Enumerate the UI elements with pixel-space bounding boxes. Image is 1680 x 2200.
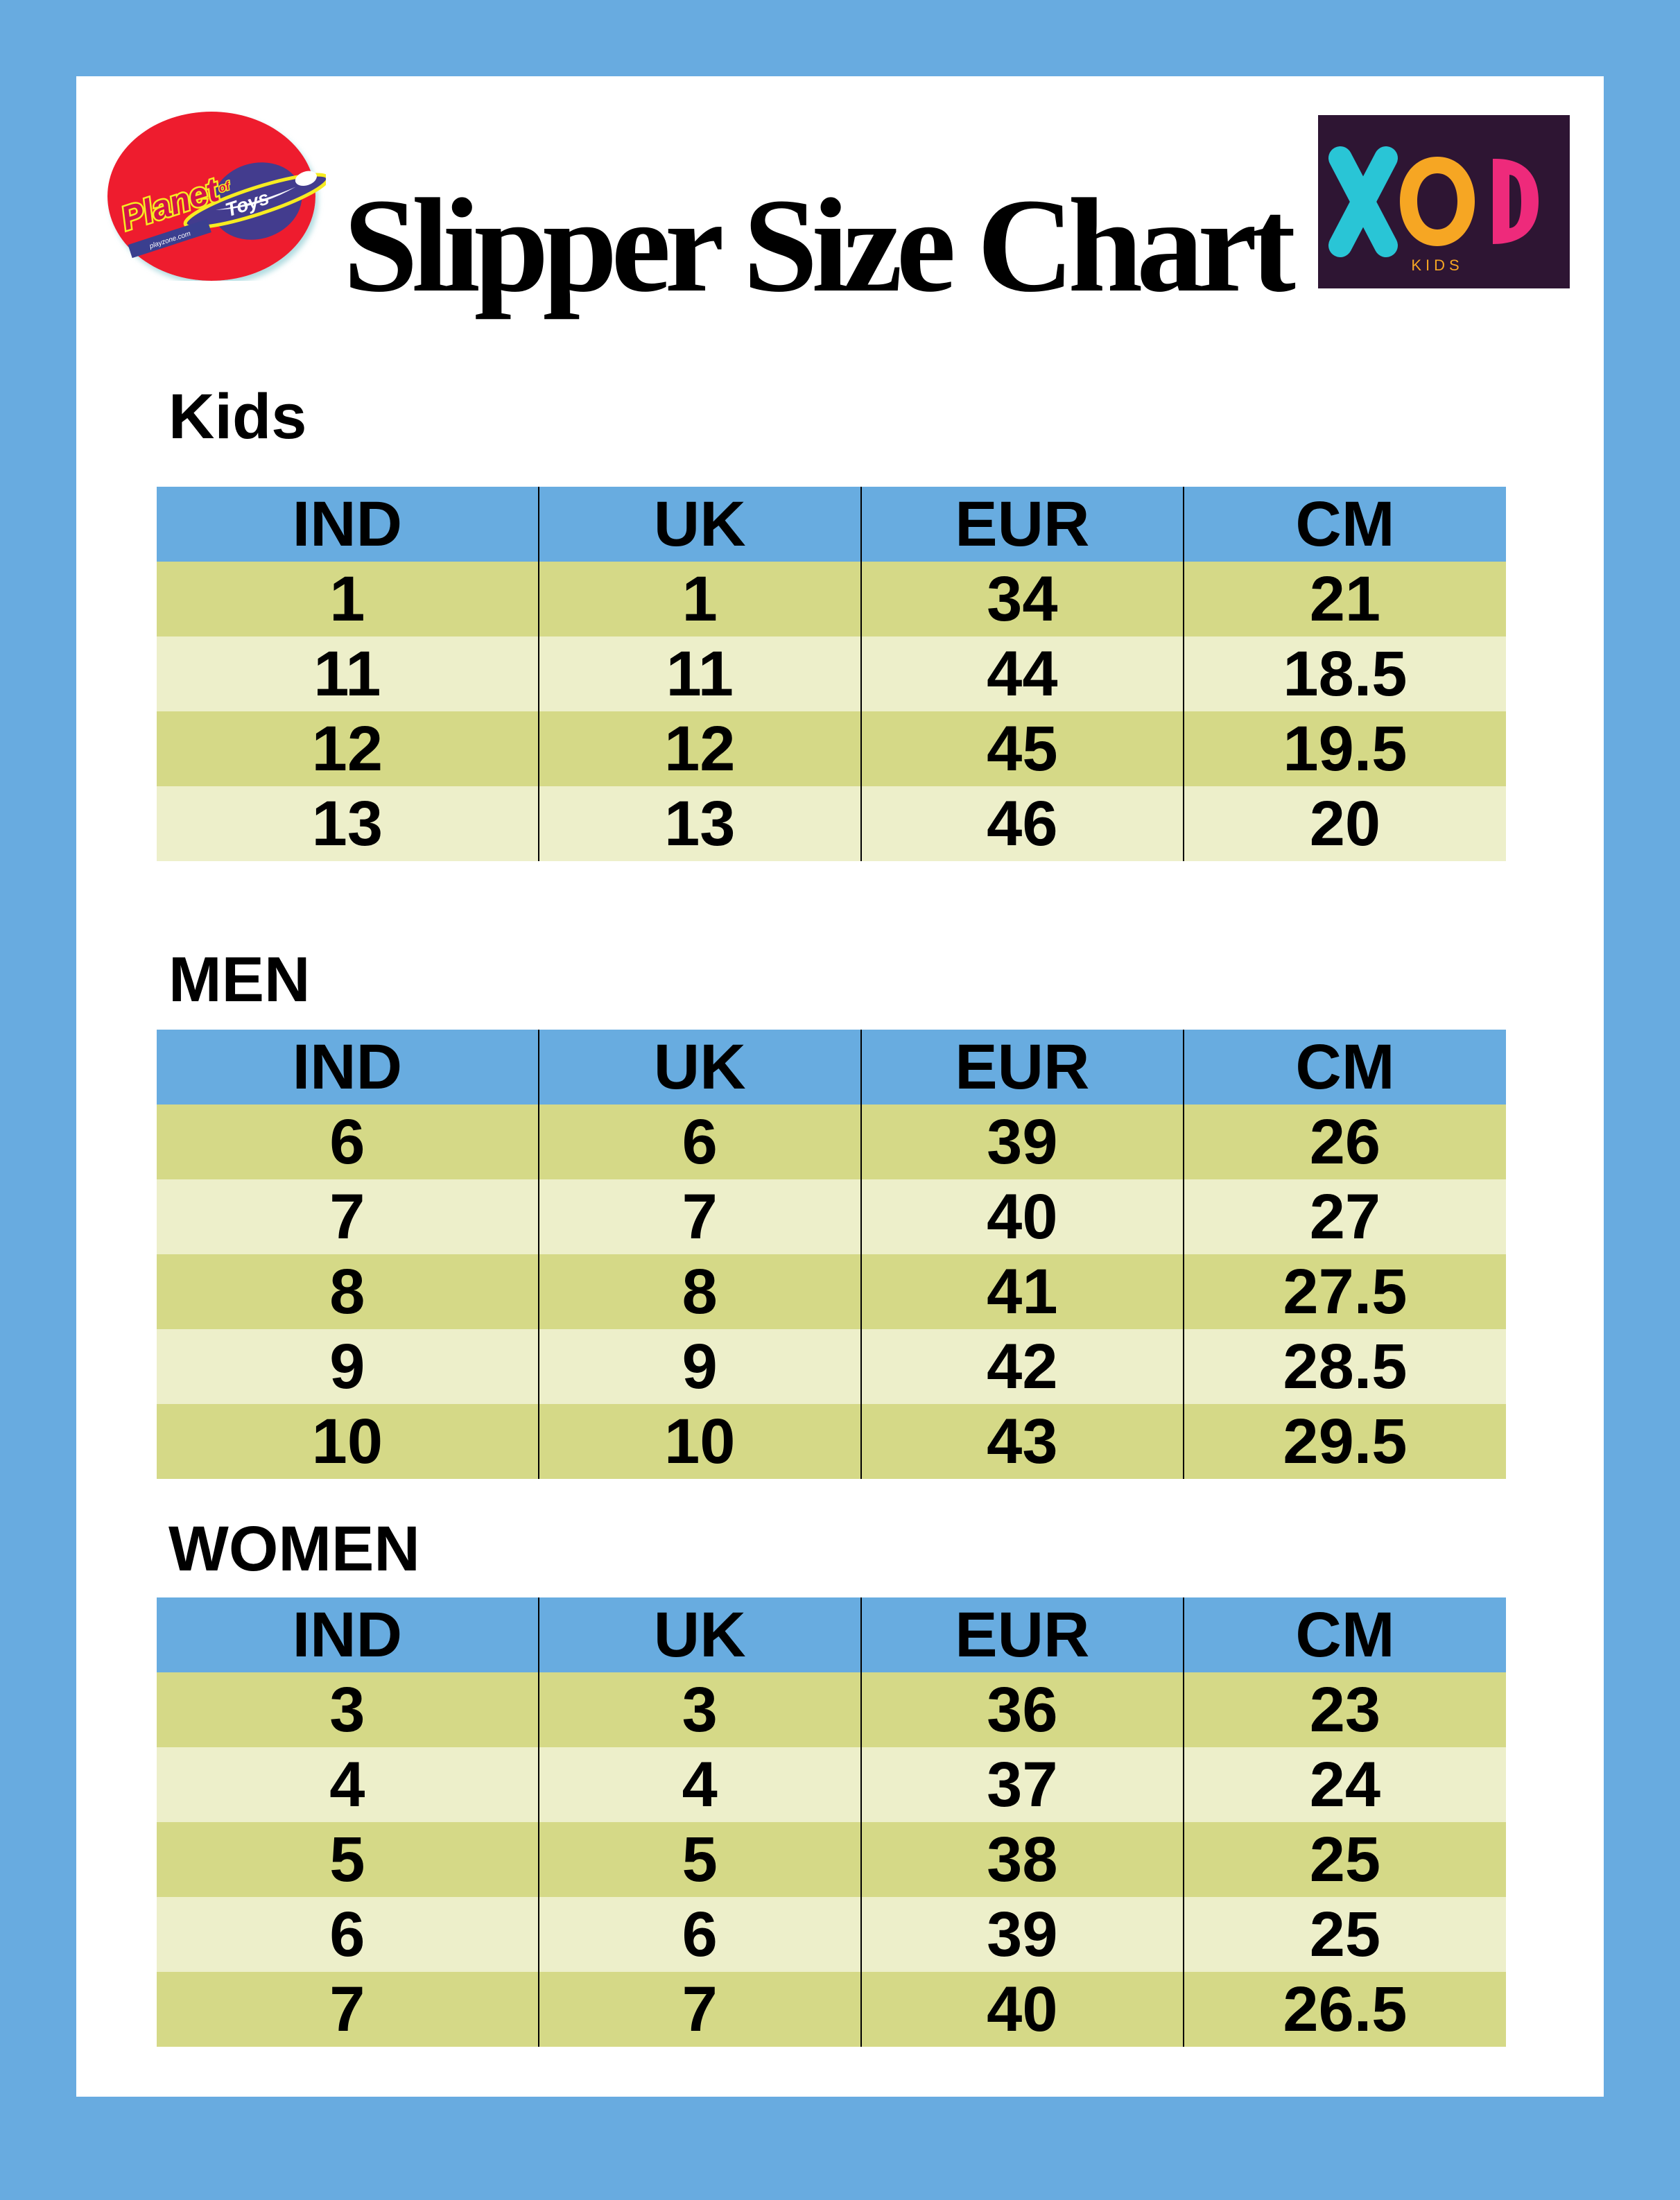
svg-text:KIDS: KIDS	[1411, 257, 1463, 274]
